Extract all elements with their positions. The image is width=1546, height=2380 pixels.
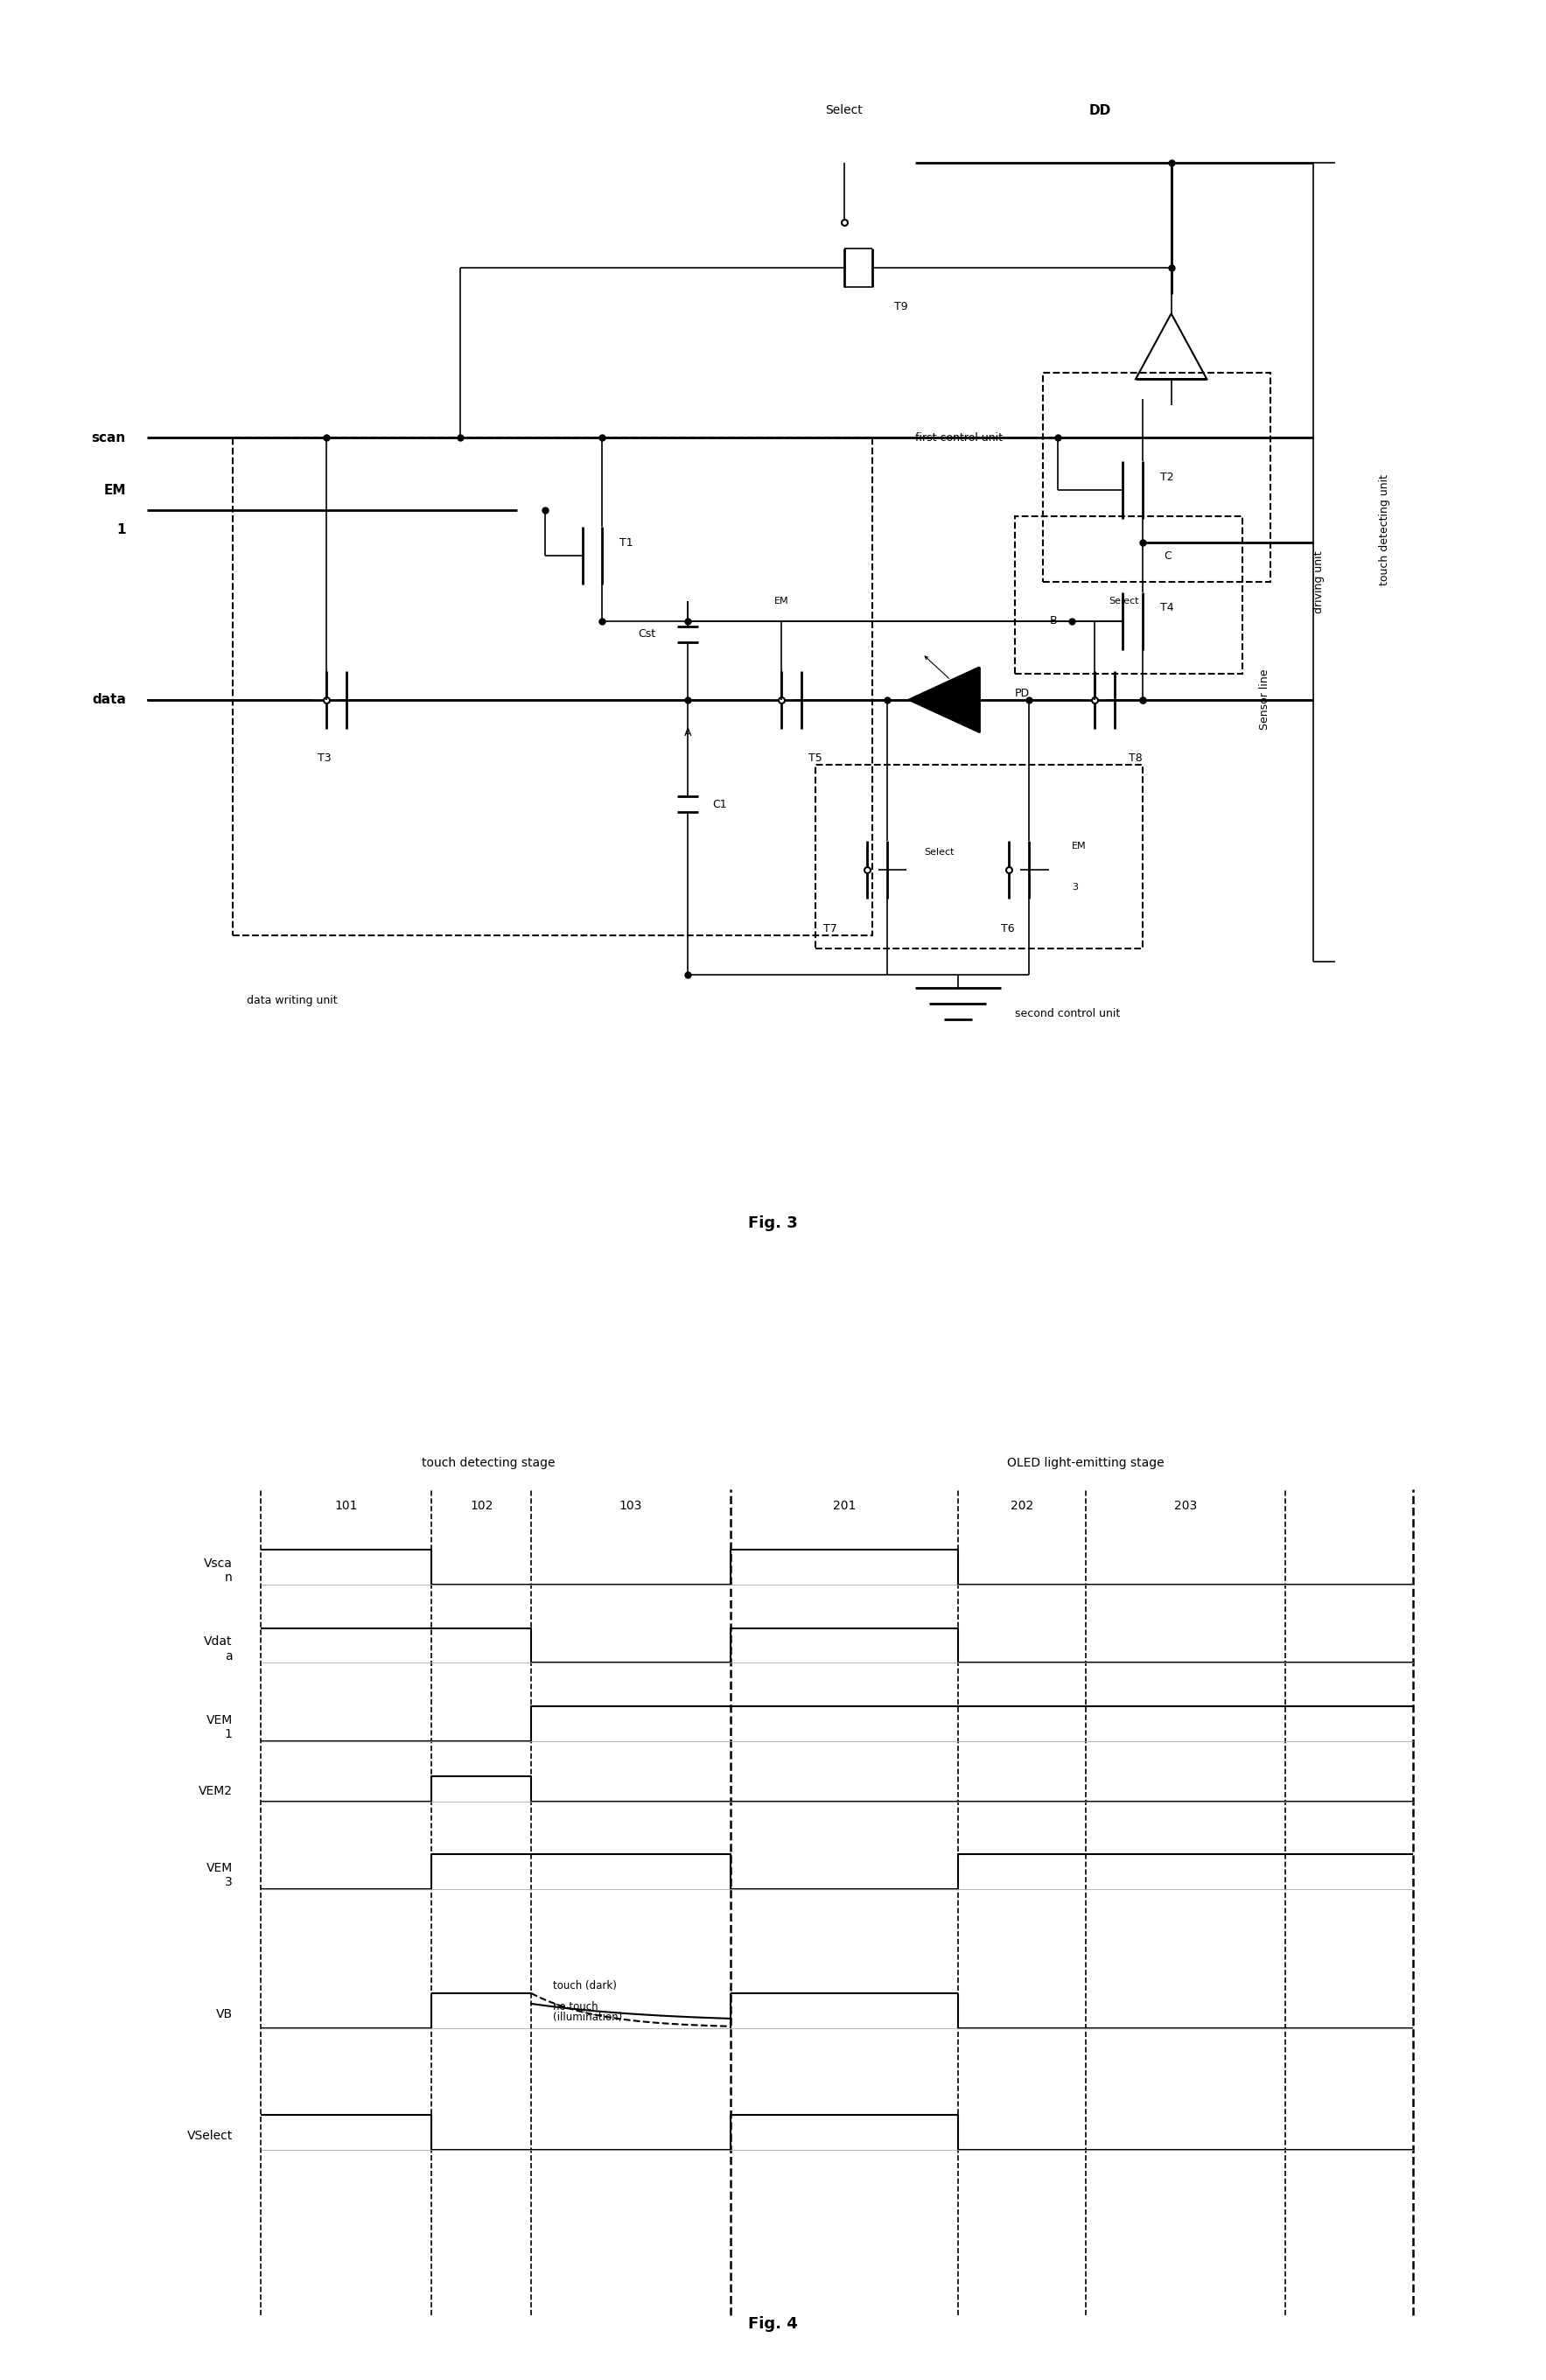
Text: T4: T4 xyxy=(1160,602,1173,614)
Bar xyxy=(1044,371,1271,583)
Text: VEM
3: VEM 3 xyxy=(206,1861,232,1887)
Text: 1: 1 xyxy=(116,524,125,536)
Bar xyxy=(1014,516,1243,674)
Text: Select: Select xyxy=(1108,597,1139,607)
Text: T9: T9 xyxy=(894,302,908,312)
Text: Fig. 3: Fig. 3 xyxy=(748,1216,798,1230)
Text: VEM2: VEM2 xyxy=(198,1785,232,1797)
Text: Select: Select xyxy=(925,847,954,857)
Bar xyxy=(232,438,872,935)
Text: VSelect: VSelect xyxy=(187,2130,232,2142)
Text: 103: 103 xyxy=(620,1499,642,1511)
Text: 3: 3 xyxy=(1071,883,1078,892)
Text: first control unit: first control unit xyxy=(915,433,1003,443)
Text: VEM
1: VEM 1 xyxy=(206,1714,232,1740)
Text: Fig. 4: Fig. 4 xyxy=(748,2316,798,2332)
Text: T8: T8 xyxy=(1129,752,1142,764)
Text: second control unit: second control unit xyxy=(1014,1009,1119,1019)
Text: 102: 102 xyxy=(470,1499,493,1511)
Polygon shape xyxy=(908,666,979,733)
Text: scan: scan xyxy=(91,431,125,445)
Text: (illumination): (illumination) xyxy=(552,2011,621,2023)
Text: T1: T1 xyxy=(620,538,632,547)
Text: EM: EM xyxy=(104,483,125,497)
Text: T2: T2 xyxy=(1160,471,1173,483)
Text: Sensor line: Sensor line xyxy=(1260,669,1271,731)
Text: driving unit: driving unit xyxy=(1314,550,1325,614)
Text: no touch: no touch xyxy=(552,2002,598,2013)
Bar xyxy=(816,766,1142,950)
Text: PD: PD xyxy=(1014,688,1030,700)
Text: C1: C1 xyxy=(713,800,727,809)
Text: data: data xyxy=(91,693,125,707)
Text: 203: 203 xyxy=(1173,1499,1197,1511)
Text: EM: EM xyxy=(1071,843,1087,850)
Text: C: C xyxy=(1164,550,1172,562)
Text: touch (dark): touch (dark) xyxy=(552,1980,617,1992)
Text: OLED light-emitting stage: OLED light-emitting stage xyxy=(1008,1457,1164,1468)
Text: T3: T3 xyxy=(318,752,331,764)
Text: touch detecting stage: touch detecting stage xyxy=(422,1457,555,1468)
Text: data writing unit: data writing unit xyxy=(247,995,337,1007)
Text: Select: Select xyxy=(826,105,863,117)
Text: 101: 101 xyxy=(335,1499,357,1511)
Text: DD: DD xyxy=(1088,105,1112,117)
Text: Vsca
n: Vsca n xyxy=(204,1557,232,1583)
Text: 201: 201 xyxy=(833,1499,855,1511)
Text: B: B xyxy=(1050,616,1057,626)
Text: T7: T7 xyxy=(822,923,836,935)
Text: VB: VB xyxy=(216,2009,232,2021)
Text: 202: 202 xyxy=(1011,1499,1033,1511)
Text: Cst: Cst xyxy=(638,628,656,640)
Text: A: A xyxy=(683,726,691,738)
Text: touch detecting unit: touch detecting unit xyxy=(1379,474,1390,585)
Text: Vdat
a: Vdat a xyxy=(204,1635,232,1661)
Text: T6: T6 xyxy=(1000,923,1014,935)
Text: EM: EM xyxy=(775,597,788,607)
Text: T5: T5 xyxy=(809,752,822,764)
